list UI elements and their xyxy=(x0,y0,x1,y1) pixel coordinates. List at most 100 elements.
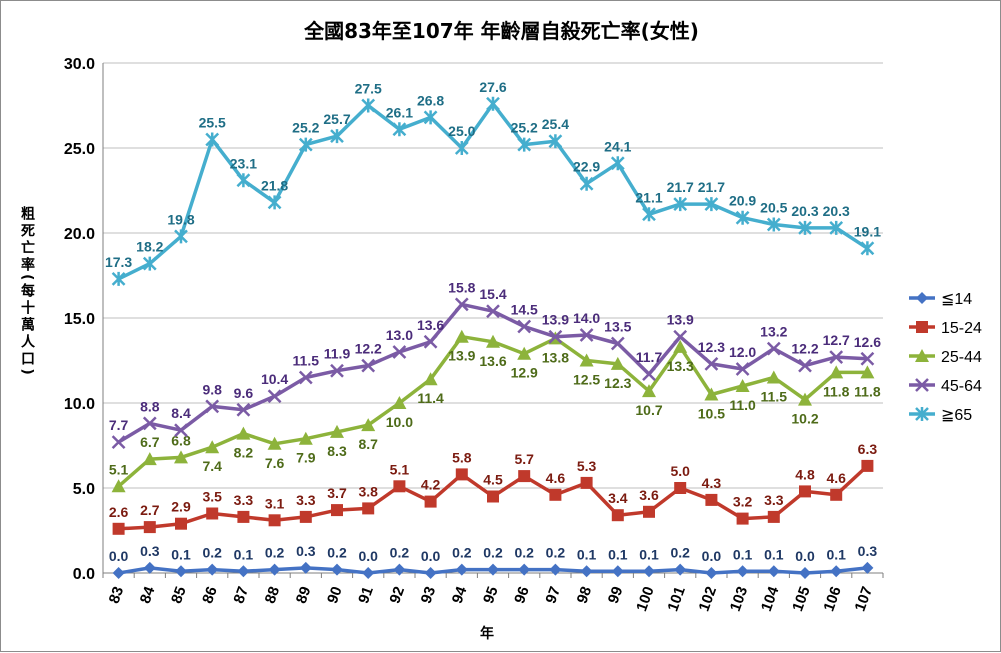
x-tick-label: 94 xyxy=(449,584,471,606)
data-label: 4.6 xyxy=(826,470,846,486)
data-label: 7.6 xyxy=(265,455,285,471)
legend-marker xyxy=(916,292,928,304)
data-label: 13.6 xyxy=(479,353,506,369)
x-tick-label: 98 xyxy=(574,584,596,605)
data-label: 15.4 xyxy=(479,286,506,302)
data-label: 25.2 xyxy=(292,120,319,136)
data-point xyxy=(768,511,780,523)
data-point xyxy=(456,564,468,576)
data-point xyxy=(269,564,281,576)
data-label: 20.3 xyxy=(791,203,818,219)
x-tick-label: 92 xyxy=(386,584,408,605)
data-label: 11.7 xyxy=(636,349,663,365)
data-point xyxy=(237,565,249,577)
data-point xyxy=(237,173,249,187)
x-tick-label: 103 xyxy=(727,584,752,613)
data-label: 12.3 xyxy=(698,339,725,355)
data-label: 24.1 xyxy=(604,138,631,154)
data-label: 11.0 xyxy=(729,397,756,413)
y-tick-label: 10.0 xyxy=(64,396,95,413)
x-tick-label: 107 xyxy=(852,584,877,613)
data-label: 20.5 xyxy=(760,200,787,216)
data-label: 0.2 xyxy=(452,545,472,561)
data-point xyxy=(237,511,249,523)
data-label: 0.2 xyxy=(514,545,534,561)
data-label: 21.7 xyxy=(698,179,725,195)
data-label: 0.1 xyxy=(639,546,659,562)
data-point xyxy=(144,257,156,271)
data-label: 0.1 xyxy=(577,546,597,562)
data-point xyxy=(612,509,624,521)
data-label: 0.3 xyxy=(858,543,878,559)
data-point xyxy=(175,229,187,243)
data-label: 4.2 xyxy=(421,477,441,493)
data-label: 2.7 xyxy=(140,502,160,518)
data-point xyxy=(113,523,125,535)
data-label: 0.0 xyxy=(109,548,129,564)
data-label: 0.2 xyxy=(390,545,410,561)
data-point xyxy=(113,436,125,448)
data-point xyxy=(425,567,437,579)
data-point xyxy=(175,518,187,530)
x-tick-label: 97 xyxy=(542,584,564,605)
data-point xyxy=(549,489,561,501)
legend-label: ≦14 xyxy=(941,291,972,308)
data-label: 0.2 xyxy=(670,545,690,561)
data-label: 13.0 xyxy=(386,327,413,343)
data-label: 2.9 xyxy=(171,499,191,515)
data-point xyxy=(144,562,156,574)
data-label: 0.2 xyxy=(546,545,566,561)
data-point xyxy=(269,514,281,526)
data-point xyxy=(581,565,593,577)
data-point xyxy=(643,506,655,518)
data-label: 14.5 xyxy=(511,302,538,318)
data-point xyxy=(487,97,499,111)
data-label: 13.3 xyxy=(667,358,694,374)
data-point xyxy=(861,460,873,472)
data-point xyxy=(643,565,655,577)
data-label: 11.4 xyxy=(417,390,444,406)
data-point xyxy=(705,494,717,506)
y-tick-label: 15.0 xyxy=(64,311,95,328)
data-label: 3.5 xyxy=(202,489,222,505)
data-label: 4.6 xyxy=(546,470,566,486)
data-label: 25.2 xyxy=(511,120,538,136)
data-label: 5.3 xyxy=(577,458,597,474)
data-point xyxy=(518,564,530,576)
data-label: 5.0 xyxy=(670,463,690,479)
y-tick-label: 5.0 xyxy=(73,481,95,498)
data-label: 0.2 xyxy=(265,545,285,561)
y-tick-label: 0.0 xyxy=(73,566,95,583)
x-tick-label: 101 xyxy=(664,584,689,613)
x-tick-label: 84 xyxy=(137,584,159,606)
data-label: 4.8 xyxy=(795,466,815,482)
data-point xyxy=(674,564,686,576)
legend-label: 45-64 xyxy=(941,378,982,395)
data-label: 9.8 xyxy=(202,381,222,397)
data-label: 20.9 xyxy=(729,193,756,209)
data-label: 22.9 xyxy=(573,159,600,175)
data-point xyxy=(767,371,781,384)
data-point xyxy=(737,513,749,525)
data-point xyxy=(331,504,343,516)
x-tick-label: 93 xyxy=(418,584,440,605)
data-label: 0.0 xyxy=(421,548,441,564)
data-label: 0.1 xyxy=(733,546,753,562)
data-point xyxy=(393,480,405,492)
series-line xyxy=(119,304,868,442)
data-label: 6.8 xyxy=(171,432,191,448)
data-label: 3.2 xyxy=(733,494,753,510)
data-point xyxy=(206,508,218,520)
data-label: 21.8 xyxy=(261,177,288,193)
data-label: 0.0 xyxy=(702,548,722,564)
data-label: 12.6 xyxy=(854,334,881,350)
data-label: 12.3 xyxy=(604,375,631,391)
data-label: 12.7 xyxy=(823,332,850,348)
data-point xyxy=(331,564,343,576)
data-label: 26.1 xyxy=(386,104,413,120)
data-point xyxy=(768,343,780,355)
data-label: 7.4 xyxy=(202,458,222,474)
data-label: 11.5 xyxy=(761,389,788,405)
x-tick-label: 105 xyxy=(789,584,814,613)
